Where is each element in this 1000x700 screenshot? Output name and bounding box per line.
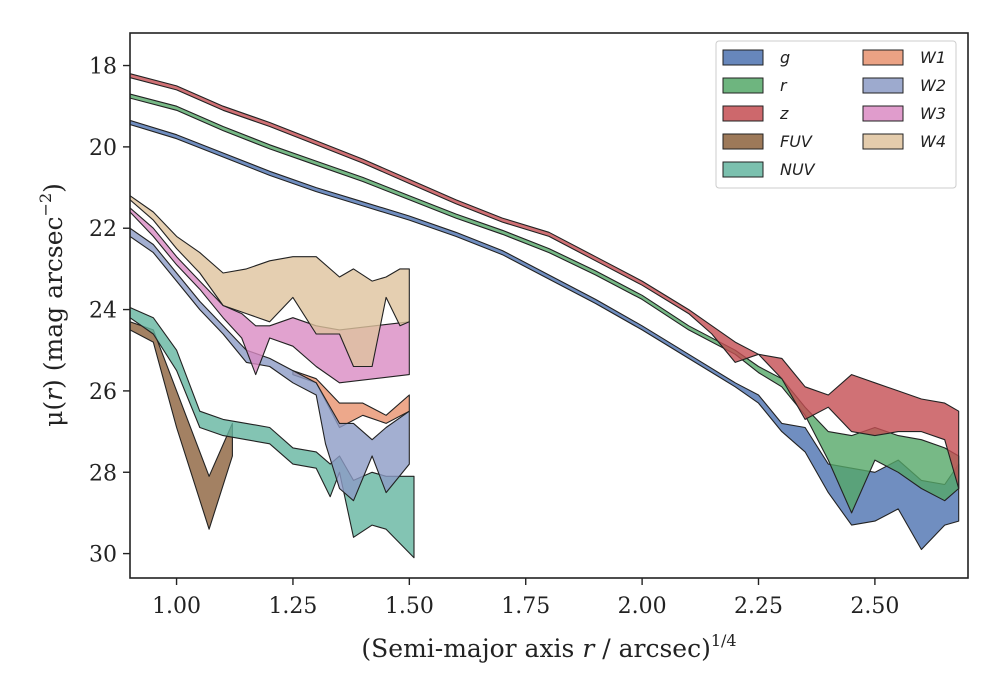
y-tick-label: 24: [89, 299, 117, 324]
band-g: [130, 119, 960, 551]
y-axis-label: μ(r) (mag arcsec−2): [36, 183, 68, 427]
band-w4: [130, 195, 410, 368]
legend-swatch-w2: [862, 77, 904, 94]
band-z: [130, 73, 960, 490]
legend-label-w4: W4: [920, 132, 946, 151]
legend-swatch-nuv: [722, 161, 764, 178]
y-tick-label: 20: [89, 136, 117, 161]
y-tick-label: 18: [89, 55, 117, 80]
x-tick-label: 1.50: [385, 594, 434, 619]
x-tick-label: 2.25: [734, 594, 783, 619]
legend-swatch-z: [722, 105, 764, 122]
y-tick-label: 28: [89, 461, 117, 486]
legend-label-w2: W2: [920, 76, 946, 95]
legend-label-w3: W3: [920, 104, 946, 123]
x-tick-label: 2.50: [850, 594, 899, 619]
legend-swatch-r: [722, 77, 764, 94]
x-tick-label: 1.00: [152, 594, 201, 619]
x-axis: 1.00 1.25 1.50 1.75 2.00 2.25 2.50: [152, 578, 899, 619]
legend-label-r: r: [780, 76, 788, 95]
legend-label-fuv: FUV: [780, 132, 813, 151]
y-axis: 18 20 22 24 26 28 30: [89, 55, 130, 568]
band-fuv: [130, 321, 233, 530]
y-tick-label: 30: [89, 543, 117, 568]
legend-swatch-w4: [862, 133, 904, 150]
x-tick-label: 1.75: [501, 594, 550, 619]
legend: grz FUV NUV W1 W2 W3 W4: [715, 40, 957, 189]
legend-swatch-g: [722, 49, 764, 66]
plot-frame: [129, 32, 969, 579]
x-tick-label: 2.00: [618, 594, 667, 619]
legend-label-nuv: NUV: [780, 160, 816, 179]
legend-label-g: g: [780, 48, 790, 67]
legend-swatch-fuv: [722, 133, 764, 150]
legend-swatch-w3: [862, 105, 904, 122]
y-tick-label: 26: [89, 380, 117, 405]
series-bands: [130, 73, 960, 559]
x-tick-label: 1.25: [268, 594, 317, 619]
band-nuv: [130, 306, 415, 559]
x-axis-label: (Semi-major axis r / arcsec)1/4: [361, 631, 736, 663]
legend-label-w1: W1: [920, 48, 946, 67]
y-tick-label: 22: [89, 217, 117, 242]
legend-label-z: z: [779, 104, 789, 123]
legend-swatch-w1: [862, 49, 904, 66]
